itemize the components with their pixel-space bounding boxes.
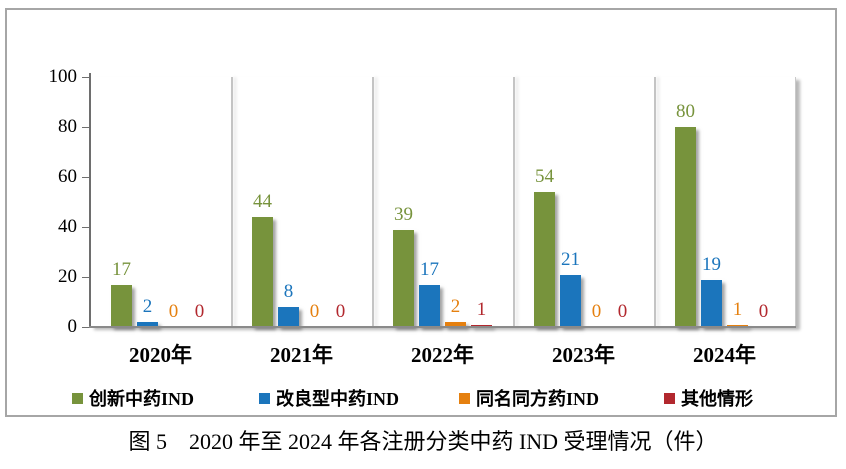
- bar-value-label: 17: [420, 258, 439, 280]
- y-axis-line: [89, 73, 91, 327]
- legend-swatch: [664, 392, 675, 404]
- y-tick-label: 60: [58, 166, 77, 187]
- bar-value-label: 1: [476, 298, 487, 320]
- bar: [675, 127, 696, 327]
- legend-item: 其他情形: [664, 386, 753, 410]
- bar: [278, 307, 299, 327]
- bar-value-label: 0: [591, 301, 602, 322]
- legend-label: 同名同方药IND: [476, 389, 600, 409]
- bar-value-label: 0: [194, 301, 205, 322]
- figure-caption: 图 5 2020 年至 2024 年各注册分类中药 IND 受理情况（件）: [128, 429, 718, 454]
- category-separator-line: [654, 77, 656, 327]
- y-tick-mark: [82, 276, 89, 278]
- bar: [419, 284, 440, 327]
- category-separator-line: [513, 77, 515, 327]
- bar-value-label: 0: [758, 301, 769, 322]
- bar: [393, 229, 414, 327]
- bar-value-label: 8: [283, 281, 294, 302]
- bar-value-label: 2: [142, 296, 153, 317]
- y-tick-label: 20: [58, 266, 77, 287]
- bar-value-label: 0: [168, 301, 179, 322]
- bar: [701, 279, 722, 327]
- bar: [534, 192, 555, 327]
- bar-value-label: 17: [112, 258, 131, 280]
- bar-value-label: 1: [732, 298, 743, 320]
- x-axis-label: 2021年: [270, 343, 333, 367]
- legend-label: 改良型中药IND: [276, 389, 400, 409]
- bar-value-label: 19: [702, 253, 721, 275]
- legend-swatch: [259, 392, 270, 404]
- y-tick-mark: [82, 126, 89, 128]
- legend-item: 创新中药IND: [72, 386, 194, 410]
- y-tick-label: 40: [58, 216, 77, 237]
- bar: [560, 274, 581, 327]
- y-tick-mark: [82, 176, 89, 178]
- y-tick-mark: [82, 326, 89, 328]
- bar-value-label: 0: [617, 301, 628, 322]
- x-axis-label: 2020年: [129, 343, 192, 367]
- x-axis-label: 2024年: [693, 343, 756, 367]
- bar: [252, 217, 273, 327]
- bar: [445, 322, 466, 327]
- bar: [137, 322, 158, 327]
- bar-value-label: 39: [394, 203, 413, 225]
- bar-value-label: 0: [335, 301, 346, 322]
- y-tick-mark: [82, 226, 89, 228]
- bar-value-label: 54: [535, 166, 554, 187]
- bar-value-label: 80: [676, 101, 695, 122]
- legend-item: 改良型中药IND: [259, 386, 399, 410]
- bar: [471, 324, 492, 327]
- x-axis-line: [89, 326, 796, 328]
- category-separator-line: [372, 77, 374, 327]
- bar-value-label: 2: [450, 296, 461, 317]
- bar-value-label: 0: [309, 301, 320, 322]
- x-axis-label: 2023年: [552, 343, 615, 367]
- bar-value-label: 21: [561, 248, 580, 270]
- legend-label: 创新中药IND: [89, 389, 195, 409]
- legend-item: 同名同方药IND: [459, 386, 599, 410]
- y-tick-label: 80: [58, 116, 77, 137]
- chart-panel: 0 20 40 60 80 100 17 2 0 0 2020年 44 8 0 0 2021年 39 17 2 1 20…: [5, 8, 837, 417]
- category-separator-line: [231, 77, 233, 327]
- legend-swatch: [459, 392, 470, 404]
- bar-value-label: 44: [253, 191, 272, 212]
- legend-swatch: [72, 392, 83, 404]
- y-tick-label: 100: [48, 66, 78, 87]
- bar: [111, 284, 132, 327]
- x-axis-label: 2022年: [411, 343, 474, 367]
- y-tick-mark: [82, 76, 89, 78]
- bar: [727, 324, 748, 327]
- y-tick-label: 0: [67, 316, 78, 337]
- legend-label: 其他情形: [681, 389, 753, 409]
